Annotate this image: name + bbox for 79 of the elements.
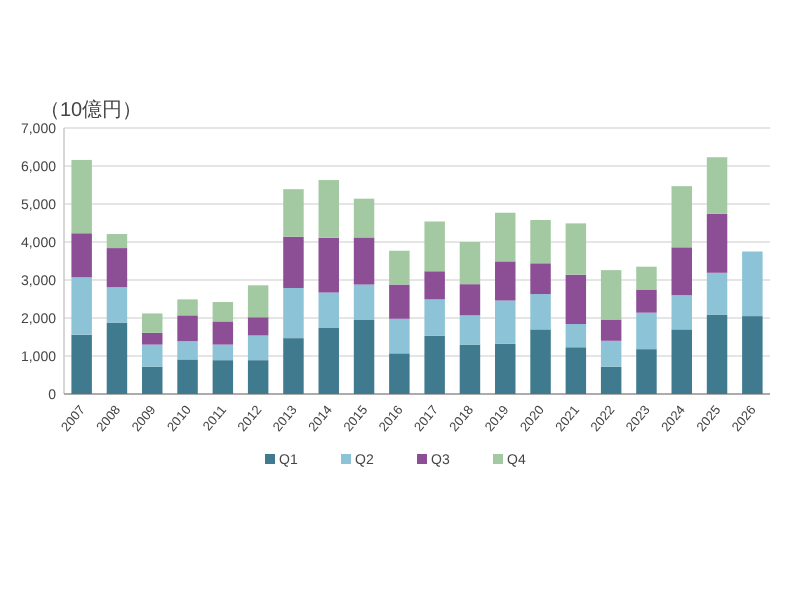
bar	[318, 327, 339, 394]
bar	[636, 349, 657, 394]
bar	[742, 316, 763, 394]
bar	[283, 189, 304, 237]
bar	[177, 359, 198, 394]
bar	[142, 332, 163, 345]
bar	[389, 250, 410, 285]
bar	[247, 317, 269, 336]
bar	[495, 300, 516, 344]
bar	[212, 302, 234, 322]
bar	[353, 198, 375, 238]
bar	[706, 314, 728, 394]
bar	[283, 287, 304, 339]
bar	[742, 251, 763, 317]
bar	[247, 285, 269, 318]
bar	[142, 366, 163, 394]
bar	[71, 334, 92, 394]
bar	[459, 242, 481, 285]
bar	[247, 335, 269, 361]
bar	[424, 271, 445, 300]
bar	[318, 237, 339, 293]
bar	[459, 284, 481, 316]
bar	[71, 277, 92, 335]
bar	[71, 233, 92, 278]
bar	[495, 343, 516, 394]
bar	[530, 263, 551, 295]
bar	[530, 219, 551, 264]
bar	[106, 248, 128, 288]
bar	[106, 287, 128, 323]
bar	[389, 318, 410, 354]
bar	[389, 353, 410, 394]
bar	[600, 270, 622, 320]
bar	[565, 324, 587, 348]
bar	[706, 213, 728, 273]
bar	[671, 186, 692, 248]
bar	[706, 157, 728, 214]
bar	[530, 329, 551, 394]
bar	[71, 159, 92, 234]
bar	[142, 344, 163, 367]
bar	[495, 212, 516, 262]
bar	[106, 322, 128, 394]
bar	[636, 289, 657, 313]
bar	[706, 272, 728, 315]
bar	[565, 223, 587, 275]
bar	[600, 319, 622, 341]
bar	[389, 284, 410, 319]
bar	[671, 247, 692, 296]
bar	[353, 237, 375, 285]
bar	[565, 274, 587, 325]
bar	[424, 299, 445, 336]
bar	[353, 284, 375, 320]
bar	[318, 292, 339, 328]
bar	[247, 360, 269, 394]
bar	[671, 295, 692, 330]
bar	[495, 261, 516, 301]
bar	[671, 329, 692, 394]
bar	[212, 321, 234, 345]
bar	[459, 315, 481, 345]
bar	[565, 347, 587, 394]
bar	[212, 344, 234, 361]
y-axis-title: （10億円）	[40, 98, 143, 122]
bar	[212, 360, 234, 394]
bar	[636, 312, 657, 350]
bar	[177, 315, 198, 342]
bar	[283, 236, 304, 288]
bar	[142, 313, 163, 333]
bar	[636, 266, 657, 290]
bar	[318, 180, 339, 238]
bar	[424, 335, 445, 394]
bar	[459, 344, 481, 394]
bar	[530, 294, 551, 330]
bar	[177, 341, 198, 360]
bar	[600, 366, 622, 394]
bar	[177, 299, 198, 316]
bar	[424, 221, 445, 272]
bar	[106, 234, 128, 249]
bar	[353, 319, 375, 394]
bar	[283, 338, 304, 394]
bar	[600, 340, 622, 367]
